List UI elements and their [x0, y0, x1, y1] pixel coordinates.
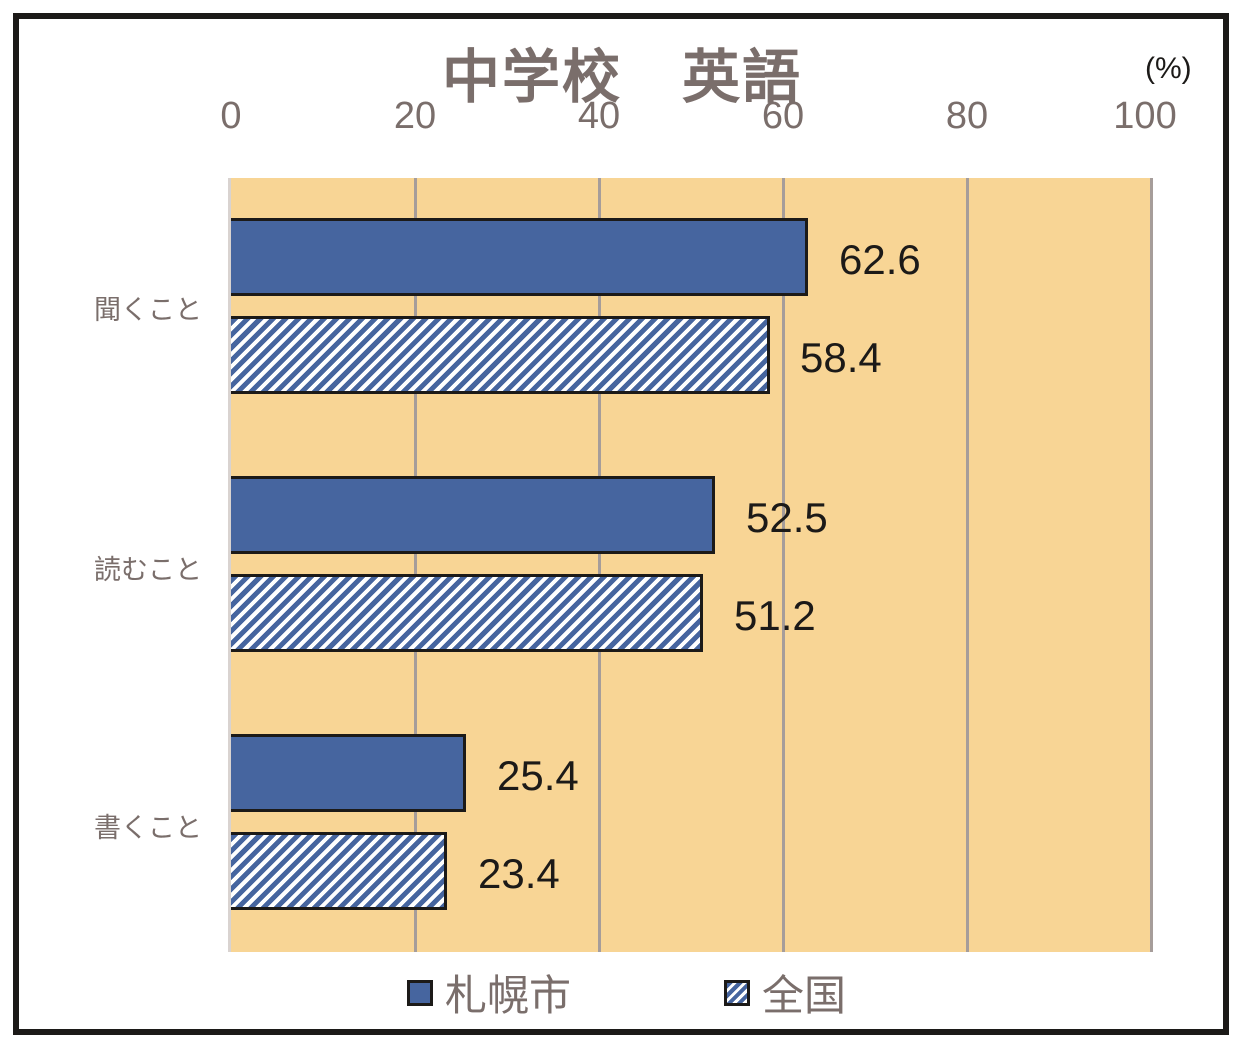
x-tick-0: 0 [220, 95, 242, 137]
value-label: 62.6 [839, 236, 921, 283]
category-label-writing: 書くこと [94, 813, 202, 844]
gridline-80 [966, 178, 969, 952]
gridline-100 [1150, 178, 1153, 952]
bar-national-listening [231, 316, 770, 394]
x-tick-20: 20 [393, 95, 437, 137]
legend-item-national: 全国 [724, 962, 846, 1023]
x-tick-60: 60 [761, 95, 805, 137]
category-label-listening: 聞くこと [94, 295, 202, 326]
bar-sapporo-reading [231, 476, 715, 554]
legend: 札幌市 全国 [0, 960, 1244, 1020]
value-label: 58.4 [800, 334, 882, 381]
bar-sapporo-listening [231, 218, 808, 296]
bar-national-reading [231, 574, 703, 652]
x-tick-80: 80 [945, 95, 989, 137]
legend-swatch-hatch-icon [724, 979, 750, 1006]
value-label: 52.5 [746, 494, 828, 541]
bar-national-writing [231, 832, 447, 910]
legend-swatch-solid-icon [407, 979, 433, 1006]
unit-label: (%) [1145, 52, 1192, 85]
x-tick-100: 100 [1113, 95, 1177, 137]
legend-item-sapporo: 札幌市 [407, 962, 571, 1023]
gridline-60 [782, 178, 785, 952]
gridline-20 [414, 178, 417, 952]
legend-label: 札幌市 [445, 971, 572, 1020]
y-axis-line [228, 178, 231, 952]
x-tick-40: 40 [577, 95, 621, 137]
value-label: 51.2 [734, 592, 816, 639]
category-label-reading: 読むこと [94, 555, 202, 586]
chart-title: 中学校 英語 [441, 43, 802, 111]
value-label: 23.4 [478, 850, 560, 897]
legend-label: 全国 [762, 971, 847, 1020]
bar-sapporo-writing [231, 734, 466, 812]
plot-area: 62.6 58.4 52.5 51.2 25.4 23.4 [228, 178, 1153, 952]
gridline-40 [598, 178, 601, 952]
value-label: 25.4 [497, 752, 579, 799]
